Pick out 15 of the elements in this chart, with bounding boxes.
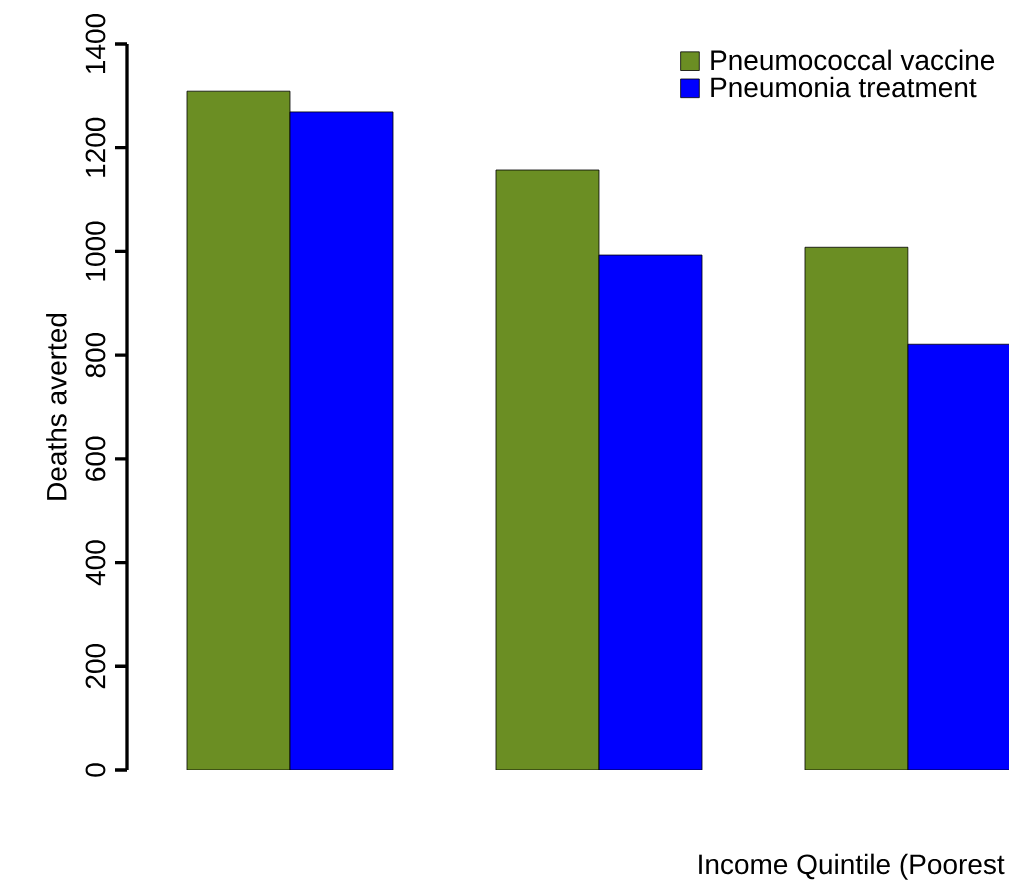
y-tick-label: 600: [85, 436, 106, 481]
y-tick-label: 1200: [85, 117, 106, 177]
legend-label: Pneumonia treatment: [711, 76, 977, 98]
bar: [495, 169, 600, 770]
x-axis-title: Income Quintile (Poorest: [699, 853, 1005, 880]
legend-label: Pneumococcal vaccine: [711, 49, 995, 71]
bar: [186, 90, 291, 770]
bar: [804, 246, 909, 770]
y-axis-title: Deaths averted: [46, 313, 67, 500]
y-tick-label: 400: [85, 540, 106, 586]
y-tick-label: 800: [85, 332, 106, 378]
y-tick-label: 1400: [85, 13, 106, 74]
y-tick-label: 1000: [85, 221, 106, 281]
y-tick-label: 0: [85, 763, 106, 777]
y-tick-label: 200: [85, 644, 106, 689]
